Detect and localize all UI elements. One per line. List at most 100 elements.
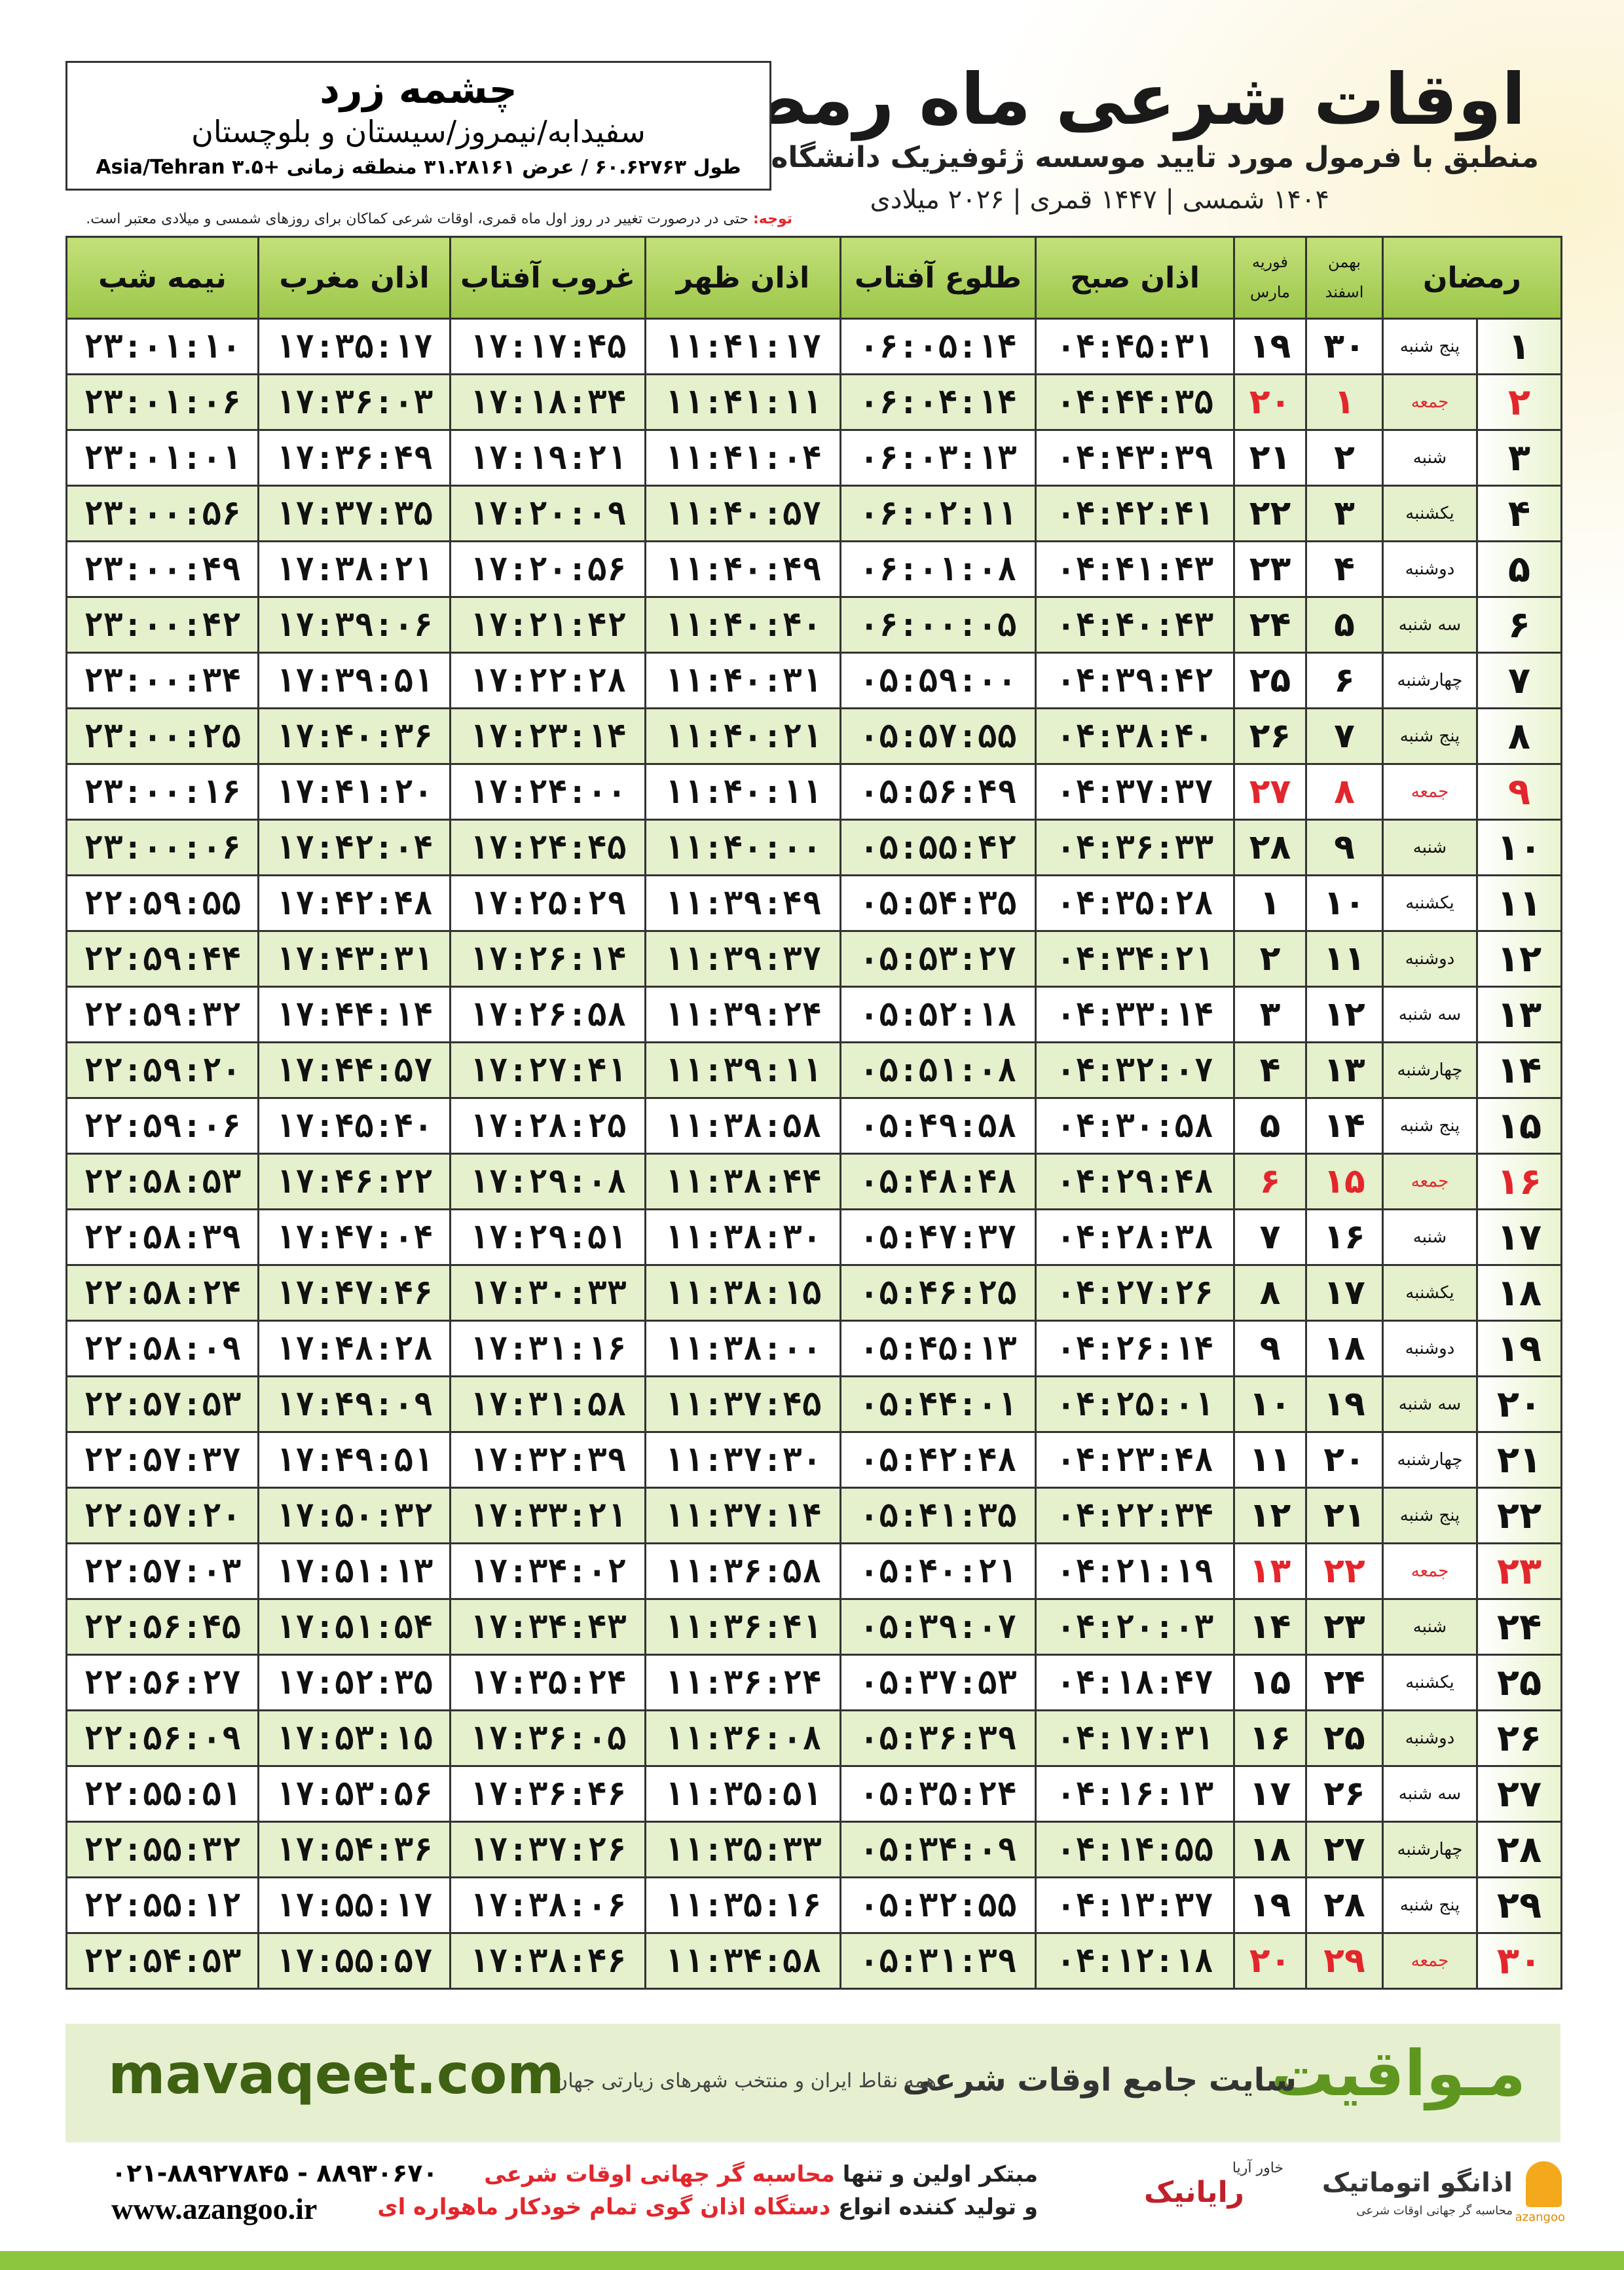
cell: ۱۲ bbox=[1476, 930, 1563, 988]
cell: ۱۱:۳۸:۴۴ bbox=[644, 1153, 841, 1210]
table-row: ۱۵ پنج شنبه ۱۴ ۵ ۰۴:۳۰:۵۸ ۰۵:۴۹:۵۸ ۱۱:۳۸:۵۸ ۱۷:… bbox=[65, 1097, 1563, 1155]
cell: ۰۴:۳۸:۴۰ bbox=[1035, 707, 1235, 765]
cell: ۲۲:۵۵:۱۲ bbox=[65, 1876, 259, 1934]
cell: ۰۵:۳۲:۵۵ bbox=[840, 1876, 1037, 1934]
cell: ۱۷:۲۱:۴۲ bbox=[449, 596, 646, 654]
cell: ۰۴:۲۷:۲۶ bbox=[1035, 1264, 1235, 1322]
url[interactable]: mavaqeet.com bbox=[108, 2042, 564, 2106]
cell: ۱۷:۴۴:۵۷ bbox=[257, 1041, 451, 1099]
logo: اذانگو اتوماتیک bbox=[1321, 2168, 1513, 2198]
cell: ۳۰ bbox=[1476, 1932, 1563, 1990]
footer-band bbox=[65, 2024, 1560, 2142]
table-row: ۲۶ دوشنبه ۲۵ ۱۶ ۰۴:۱۷:۳۱ ۰۵:۳۶:۳۹ ۱۱:۳۶:۰۸ ۱۷:۳… bbox=[65, 1709, 1563, 1767]
cell: ۰۵:۵۶:۴۹ bbox=[840, 763, 1037, 821]
cell: ۱۱:۳۵:۱۶ bbox=[644, 1876, 841, 1934]
cell: ۱۳ bbox=[1233, 1542, 1307, 1600]
header-cell: بهمن اسفند bbox=[1305, 236, 1384, 320]
cell: ۱۹ bbox=[1233, 318, 1307, 375]
cell: ۱۵ bbox=[1476, 1097, 1563, 1155]
cell: ۱۴ bbox=[1305, 1097, 1384, 1155]
cell: ۲۲:۵۸:۲۴ bbox=[65, 1264, 259, 1322]
table-row: ۹ جمعه ۸ ۲۷ ۰۴:۳۷:۳۷ ۰۵:۵۶:۴۹ ۱۱:۴۰:۱۱ ۱۷:۲۴:۰۰… bbox=[65, 763, 1563, 821]
cell: ۲۱ bbox=[1305, 1487, 1384, 1544]
cell: ۷ bbox=[1305, 707, 1384, 765]
cell: ۲۳:۰۰:۳۴ bbox=[65, 652, 259, 709]
table-row: ۲۴ شنبه ۲۳ ۱۴ ۰۴:۲۰:۰۳ ۰۵:۳۹:۰۷ ۱۱:۳۶:۴۱ ۱۷:۳۴:… bbox=[65, 1598, 1563, 1656]
cell: ۲۹ bbox=[1305, 1932, 1384, 1990]
cell: سه شنبه bbox=[1381, 1375, 1479, 1433]
title: اوقات شرعی ماه رمضان bbox=[653, 59, 1526, 141]
cell: ۱۸ bbox=[1233, 1821, 1307, 1878]
cell: ۰۵:۴۵:۱۳ bbox=[840, 1320, 1037, 1377]
cell: ۱۹ bbox=[1476, 1320, 1563, 1377]
cell: ۱۷:۵۱:۵۴ bbox=[257, 1598, 451, 1656]
cell: ۱۱:۳۸:۳۰ bbox=[644, 1208, 841, 1266]
cell: ۱۷:۲۵:۲۹ bbox=[449, 874, 646, 932]
cell: ۰۴:۴۲:۴۱ bbox=[1035, 485, 1235, 542]
cell: ۱۱:۴۰:۴۹ bbox=[644, 540, 841, 598]
cell: ۱۷:۲۹:۰۸ bbox=[449, 1153, 646, 1210]
cell: ۰۴:۱۲:۱۸ bbox=[1035, 1932, 1235, 1990]
cell: ۰۴:۴۵:۳۱ bbox=[1035, 318, 1235, 375]
table-row: ۱۶ جمعه ۱۵ ۶ ۰۴:۲۹:۴۸ ۰۵:۴۸:۴۸ ۱۱:۳۸:۴۴ ۱۷:۲۹:۰… bbox=[65, 1153, 1563, 1210]
cell: ۱۷:۲۶:۵۸ bbox=[449, 986, 646, 1043]
cell: ۲۳:۰۰:۴۲ bbox=[65, 596, 259, 654]
cell: ۱۷:۳۷:۲۶ bbox=[449, 1821, 646, 1878]
cell: ۱۷:۳۰:۳۳ bbox=[449, 1264, 646, 1322]
cell: ۲۲:۵۹:۵۵ bbox=[65, 874, 259, 932]
cell: ۱۷:۴۶:۲۲ bbox=[257, 1153, 451, 1210]
table-row: ۱۹ دوشنبه ۱۸ ۹ ۰۴:۲۶:۱۴ ۰۵:۴۵:۱۳ ۱۱:۳۸:۰۰ ۱۷:۳۱… bbox=[65, 1320, 1563, 1377]
cell: ۰۴:۲۳:۴۸ bbox=[1035, 1431, 1235, 1489]
cell: ۱۷:۳۹:۵۱ bbox=[257, 652, 451, 709]
cell: ۱۵ bbox=[1233, 1654, 1307, 1711]
cell: ۱۶ bbox=[1233, 1709, 1307, 1767]
cell: ۰۵:۳۷:۵۳ bbox=[840, 1654, 1037, 1711]
cell: ۱۷:۲۷:۴۱ bbox=[449, 1041, 646, 1099]
cell: یکشنبه bbox=[1381, 485, 1479, 542]
cell: ۲۳ bbox=[1305, 1598, 1384, 1656]
cell: ۰۵:۴۸:۴۸ bbox=[840, 1153, 1037, 1210]
cell: ۲۳:۰۱:۰۱ bbox=[65, 429, 259, 487]
cell: ۵ bbox=[1233, 1097, 1307, 1155]
cell: یکشنبه bbox=[1381, 1264, 1479, 1322]
cell: ۱۰ bbox=[1233, 1375, 1307, 1433]
subtitle: منطبق با فرمول مورد تایید موسسه ژئوفیزیک… bbox=[678, 141, 1539, 174]
table-row: ۷ چهارشنبه ۶ ۲۵ ۰۴:۳۹:۴۲ ۰۵:۵۹:۰۰ ۱۱:۴۰:۳۱ ۱۷:۲… bbox=[65, 652, 1563, 709]
website[interactable]: www.azangoo.ir bbox=[111, 2192, 318, 2225]
cell: شنبه bbox=[1381, 1208, 1479, 1266]
text: مبتکر اولین و تنها bbox=[842, 2161, 1038, 2187]
cell: ۲۲ bbox=[1233, 485, 1307, 542]
cell: ۲۳:۰۱:۱۰ bbox=[65, 318, 259, 375]
cell: ۲۲:۵۶:۲۷ bbox=[65, 1654, 259, 1711]
cell: ۰۵:۴۷:۳۷ bbox=[840, 1208, 1037, 1266]
cell: ۰۴:۳۴:۲۱ bbox=[1035, 930, 1235, 988]
cell: ۱۷:۲۸:۲۵ bbox=[449, 1097, 646, 1155]
cell: ۱۷:۴۲:۴۸ bbox=[257, 874, 451, 932]
cell: ۰۵:۵۷:۵۵ bbox=[840, 707, 1037, 765]
cell: ۲۳:۰۰:۰۶ bbox=[65, 819, 259, 876]
cell: ۲۸ bbox=[1233, 819, 1307, 876]
cell: ۲۳ bbox=[1476, 1542, 1563, 1600]
times-table: رمضان بهمن اسفند فوریه مارس اذان صبح طلوع آفتا… bbox=[65, 236, 1563, 1990]
cell: ۱۷:۴۰:۳۶ bbox=[257, 707, 451, 765]
cell: ۱۷:۵۰:۳۲ bbox=[257, 1487, 451, 1544]
cell: ۲۲:۵۹:۰۶ bbox=[65, 1097, 259, 1155]
cell: ۱۷:۳۴:۰۲ bbox=[449, 1542, 646, 1600]
cell: ۲۰ bbox=[1233, 373, 1307, 431]
cell: ۰۴:۴۱:۴۳ bbox=[1035, 540, 1235, 598]
cell: ۲۳:۰۰:۴۹ bbox=[65, 540, 259, 598]
cell: ۱۷:۳۶:۴۶ bbox=[449, 1765, 646, 1823]
cell: ۰۴:۳۳:۱۴ bbox=[1035, 986, 1235, 1043]
table-row: ۱۸ یکشنبه ۱۷ ۸ ۰۴:۲۷:۲۶ ۰۵:۴۶:۲۵ ۱۱:۳۸:۱۵ ۱۷:۳۰… bbox=[65, 1264, 1563, 1322]
cell: ۱۷:۳۷:۳۵ bbox=[257, 485, 451, 542]
cell: ۰۶:۰۴:۱۴ bbox=[840, 373, 1037, 431]
cell: ۲۸ bbox=[1476, 1821, 1563, 1878]
header-cell: رمضان bbox=[1381, 236, 1563, 320]
cell: ۰۶:۰۰:۰۵ bbox=[840, 596, 1037, 654]
table-row: ۳ شنبه ۲ ۲۱ ۰۴:۴۳:۳۹ ۰۶:۰۳:۱۳ ۱۱:۴۱:۰۴ ۱۷:۱۹:۲۱… bbox=[65, 429, 1563, 487]
note: توجه: حتی در درصورت تغییر در روز اول ماه… bbox=[86, 211, 792, 227]
cell: ۰۴:۲۵:۰۱ bbox=[1035, 1375, 1235, 1433]
cell: یکشنبه bbox=[1381, 874, 1479, 932]
cell: ۱۷:۱۸:۳۴ bbox=[449, 373, 646, 431]
cell: ۰۵:۴۱:۳۵ bbox=[840, 1487, 1037, 1544]
